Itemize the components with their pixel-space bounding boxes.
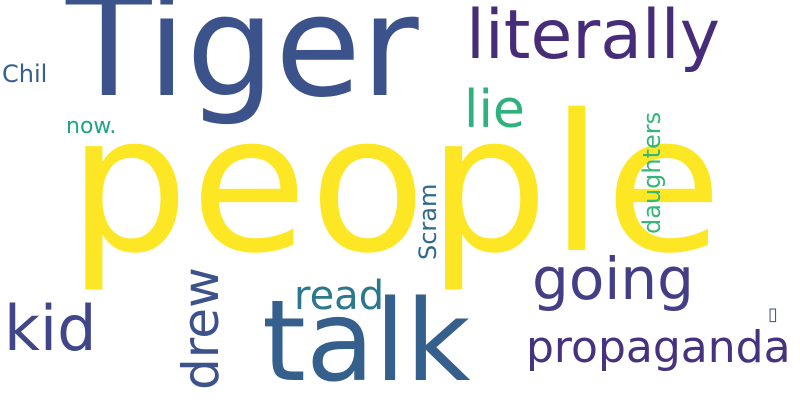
- word-going: going: [532, 245, 694, 313]
- word-drew: drew: [172, 267, 230, 390]
- word-daughters: daughters: [638, 111, 666, 234]
- word-literally: literally: [466, 0, 720, 75]
- word-talk: talk: [262, 277, 471, 400]
- word-lie: lie: [464, 80, 525, 140]
- word-chil: Chil: [2, 60, 48, 88]
- word-propaganda: propaganda: [526, 322, 791, 373]
- word-tiger: Tiger: [66, 0, 419, 129]
- word-read: read: [294, 273, 385, 319]
- word-kid: kid: [4, 292, 97, 365]
- word-missing-glyph: ▯: [768, 304, 778, 325]
- word-now: now.: [66, 114, 117, 139]
- word-people: people: [68, 74, 725, 295]
- word-scram: Scram: [414, 183, 442, 260]
